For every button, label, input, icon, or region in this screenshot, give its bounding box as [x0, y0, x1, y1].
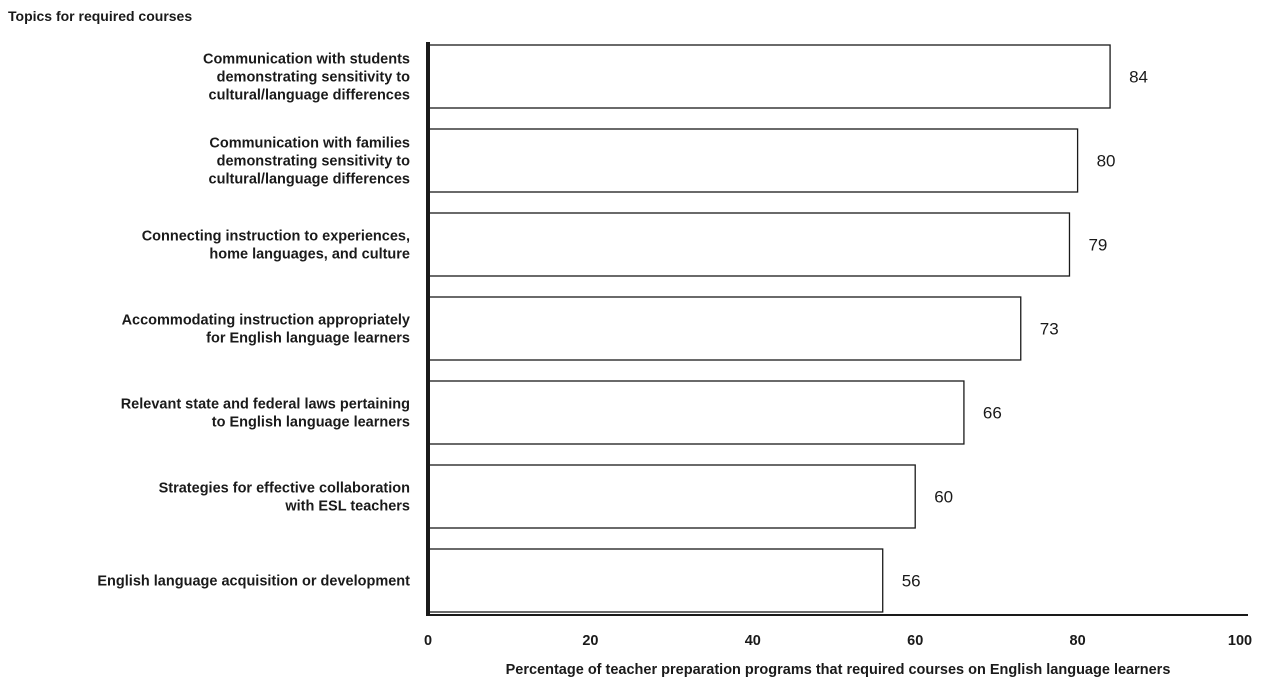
- x-tick-label-1: 20: [582, 633, 598, 649]
- category-label-line: home languages, and culture: [209, 247, 410, 263]
- category-label-line: with ESL teachers: [284, 499, 410, 515]
- category-label-line: demonstrating sensitivity to: [217, 70, 411, 86]
- value-label-3: 73: [1040, 320, 1059, 339]
- category-label-line: Connecting instruction to experiences,: [142, 229, 410, 245]
- y-axis-title: Topics for required courses: [8, 8, 192, 24]
- value-label-5: 60: [934, 488, 953, 507]
- x-tick-label-0: 0: [424, 633, 432, 649]
- bar-5: [427, 464, 916, 529]
- x-tick-label-3: 60: [907, 633, 923, 649]
- category-label-4: Relevant state and federal laws pertaini…: [121, 397, 410, 431]
- value-label-0: 84: [1129, 68, 1148, 87]
- x-axis-title: Percentage of teacher preparation progra…: [506, 662, 1171, 678]
- category-label-line: English language acquisition or developm…: [97, 574, 410, 590]
- category-label-line: Relevant state and federal laws pertaini…: [121, 397, 410, 413]
- category-label-2: Connecting instruction to experiences, ho…: [142, 229, 410, 263]
- value-label-6: 56: [902, 572, 921, 591]
- category-label-line: cultural/language differences: [209, 172, 410, 188]
- bar-0: [427, 44, 1111, 109]
- category-labels-group: Communication with students demonstrating…: [97, 52, 410, 590]
- x-tick-label-2: 40: [745, 633, 761, 649]
- bar-6: [427, 548, 884, 613]
- category-label-6: English language acquisition or developm…: [97, 574, 410, 590]
- bar-3: [427, 296, 1022, 361]
- category-label-line: to English language learners: [212, 415, 410, 431]
- category-label-line: demonstrating sensitivity to: [217, 154, 411, 170]
- x-tick-labels-group: 0 20 40 60 80 100: [424, 633, 1252, 649]
- bar-4: [427, 380, 965, 445]
- category-label-line: Strategies for effective collaboration: [159, 481, 410, 497]
- category-label-5: Strategies for effective collaboration wi…: [159, 481, 410, 515]
- bars-group: [427, 44, 1111, 613]
- category-label-1: Communication with families demonstrating…: [209, 136, 411, 188]
- category-label-line: Communication with students: [203, 52, 410, 68]
- category-label-3: Accommodating instruction appropriately f…: [122, 313, 410, 347]
- value-label-1: 80: [1097, 152, 1116, 171]
- category-label-0: Communication with students demonstrating…: [203, 52, 410, 104]
- bar-1: [427, 128, 1079, 193]
- value-labels-group: 84 80 79 73 66 60 56: [902, 68, 1148, 591]
- category-label-line: Accommodating instruction appropriately: [122, 313, 410, 329]
- category-label-line: for English language learners: [206, 331, 410, 347]
- x-tick-label-4: 80: [1070, 633, 1086, 649]
- bar-2: [427, 212, 1071, 277]
- value-label-4: 66: [983, 404, 1002, 423]
- category-label-line: cultural/language differences: [209, 88, 410, 104]
- category-label-line: Communication with families: [209, 136, 410, 152]
- value-label-2: 79: [1088, 236, 1107, 255]
- x-tick-label-5: 100: [1228, 633, 1252, 649]
